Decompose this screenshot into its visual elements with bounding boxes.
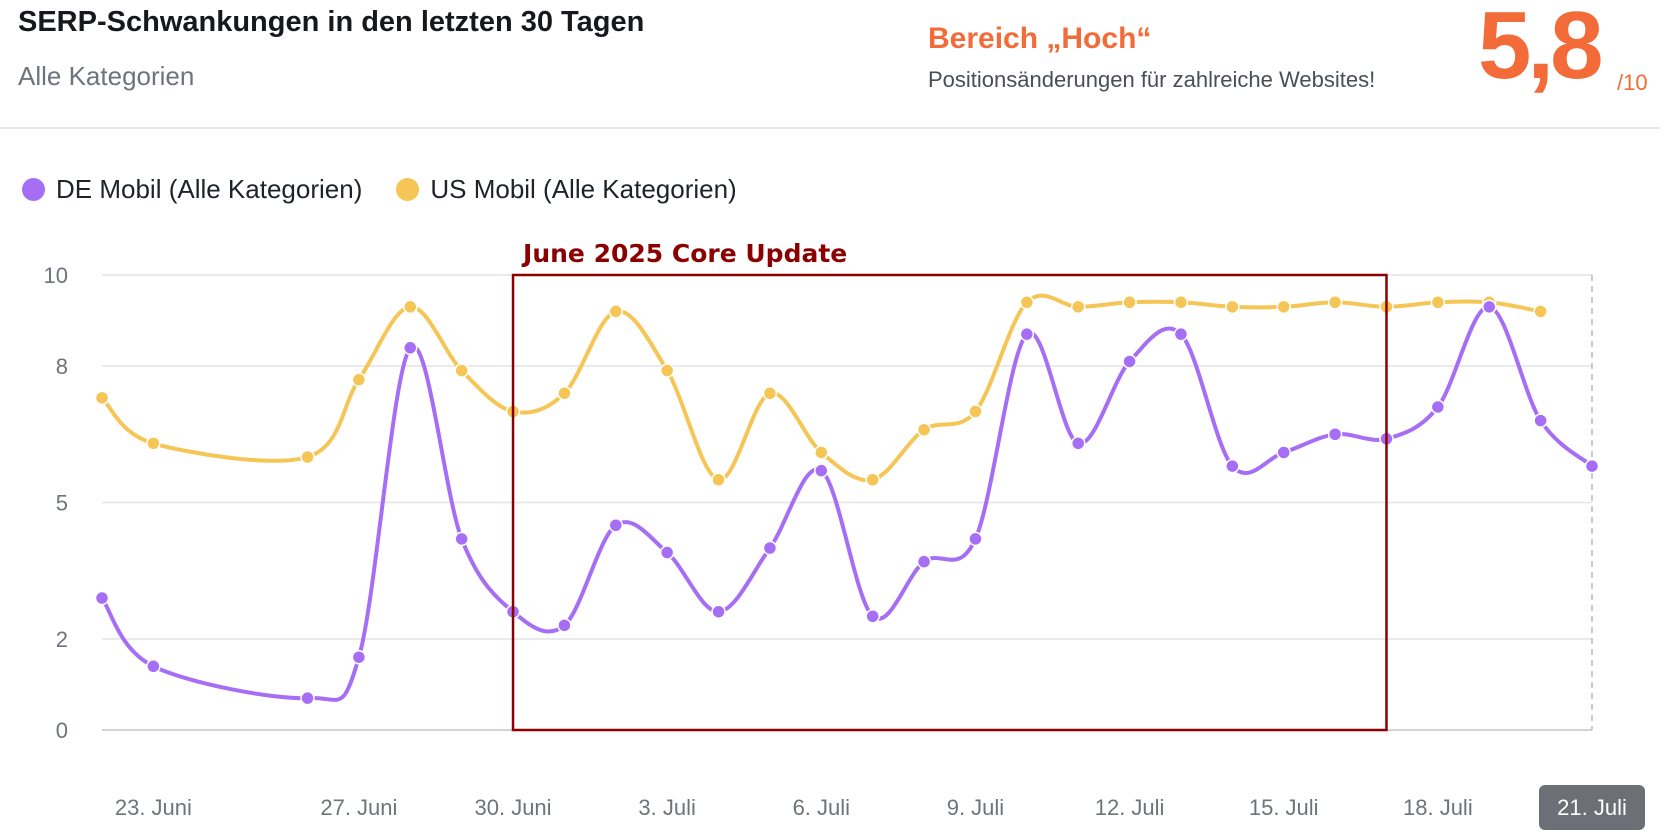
x-tick-label: 15. Juli (1249, 795, 1319, 820)
legend-label: US Mobil (Alle Kategorien) (430, 174, 737, 204)
data-point (1019, 326, 1035, 342)
data-point (1533, 304, 1548, 319)
x-tick-label-active: 21. Juli (1557, 795, 1627, 820)
y-tick-label: 10 (44, 263, 68, 288)
y-tick-label: 5 (56, 491, 68, 516)
data-point (1070, 299, 1086, 315)
x-tick-highlight (1539, 785, 1645, 830)
data-point (1276, 299, 1291, 315)
data-point (454, 363, 469, 378)
data-point (865, 472, 880, 487)
data-point (1327, 295, 1343, 310)
x-tick-label: 3. Juli (638, 795, 695, 820)
volatility-score: 5,8 (1478, 0, 1603, 99)
chart-legend: DE Mobil (Alle Kategorien) US Mobil (All… (22, 174, 737, 205)
y-tick-label: 2 (56, 627, 68, 652)
data-point (1327, 427, 1343, 442)
data-point (557, 386, 572, 401)
data-point (711, 604, 726, 619)
data-point (1070, 436, 1086, 451)
legend-item-us-mobil[interactable]: US Mobil (Alle Kategorien) (396, 174, 737, 205)
data-point (762, 540, 778, 556)
data-point (1481, 299, 1497, 315)
legend-dot-icon (396, 178, 420, 201)
data-point (916, 554, 932, 569)
line-chart: 0 2 5 8 10 23. Juni 27. Juni 30. Juni 3. Juli 6. … (44, 239, 1645, 830)
data-point (94, 590, 110, 606)
data-point (1173, 326, 1189, 342)
data-point (762, 386, 778, 401)
y-tick-label: 8 (56, 354, 68, 379)
category-subtitle: Alle Kategorien (18, 61, 195, 91)
x-tick-label: 27. Juni (320, 795, 397, 820)
data-point (1430, 295, 1446, 310)
data-point (659, 545, 675, 560)
x-tick-label: 12. Juli (1095, 795, 1165, 820)
x-tick-label: 18. Juli (1403, 795, 1473, 820)
data-point (300, 449, 315, 465)
data-point (1225, 299, 1240, 315)
data-point (968, 404, 983, 419)
data-point (454, 531, 469, 547)
annotation-box (511, 273, 1388, 732)
volatility-range-label: Bereich „Hoch“ (928, 22, 1152, 55)
data-point (557, 618, 572, 633)
data-point (1122, 295, 1137, 310)
data-point (1584, 458, 1600, 474)
legend-item-de-mobil[interactable]: DE Mobil (Alle Kategorien) (22, 174, 362, 205)
data-point (146, 659, 161, 674)
x-tick-label: 23. Juni (115, 795, 192, 820)
data-point (146, 436, 161, 451)
data-point (1276, 445, 1291, 460)
data-point (865, 609, 880, 624)
data-point (608, 518, 624, 533)
page-title: SERP-Schwankungen in den letzten 30 Tage… (18, 6, 645, 38)
volatility-score-max: /10 (1617, 70, 1648, 95)
header: SERP-Schwankungen in den letzten 30 Tage… (0, 0, 1660, 129)
data-point (1122, 354, 1137, 369)
data-point (1430, 399, 1446, 415)
data-point (1225, 458, 1240, 474)
data-point (351, 649, 367, 665)
legend-dot-icon (22, 178, 45, 201)
data-point (1533, 413, 1548, 428)
data-point (814, 445, 829, 460)
data-point (711, 472, 726, 487)
data-point (608, 304, 624, 319)
data-point (300, 690, 315, 706)
legend-label: DE Mobil (Alle Kategorien) (56, 174, 363, 204)
data-point (659, 363, 675, 378)
data-point (814, 463, 829, 478)
volatility-range-description: Positionsänderungen für zahlreiche Websi… (928, 67, 1376, 92)
data-point (403, 340, 418, 356)
annotation-label: June 2025 Core Update (521, 239, 847, 268)
data-point (916, 422, 932, 437)
x-tick-label: 30. Juni (475, 795, 552, 820)
data-point (1173, 295, 1189, 310)
data-point (1019, 295, 1035, 310)
data-point (968, 531, 983, 547)
data-point (403, 299, 418, 315)
data-point (94, 390, 110, 406)
x-tick-label: 6. Juli (793, 795, 850, 820)
x-tick-label: 9. Juli (947, 795, 1004, 820)
y-tick-label: 0 (56, 718, 68, 743)
data-point (351, 372, 367, 387)
